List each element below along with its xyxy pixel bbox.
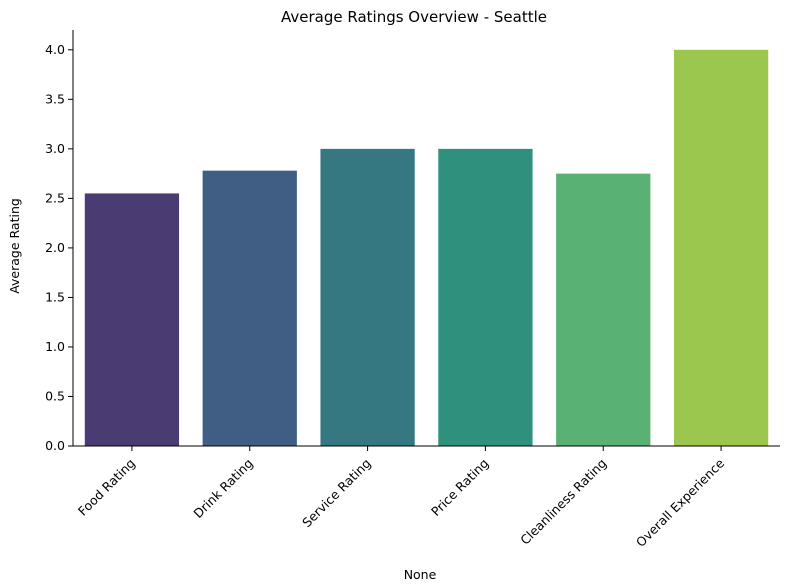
plot-area: 0.0 0.5 1.0 1.5 2.0 2.5 3.0 3.5 4.0 Food Rating D… — [45, 30, 780, 550]
y-tick-label: 4.0 — [45, 42, 65, 57]
x-axis: Food Rating Drink Rating Service Rating Pri… — [73, 445, 780, 550]
x-tick-label: Cleanliness Rating — [517, 456, 609, 548]
y-tick-label: 0.0 — [45, 438, 65, 453]
x-axis-label: None — [404, 567, 437, 582]
bar-price-rating — [438, 148, 533, 446]
x-tick-label: Drink Rating — [190, 456, 256, 522]
x-tick-label: Price Rating — [428, 456, 491, 519]
y-tick-label: 2.5 — [45, 190, 65, 205]
bar-food-rating — [84, 193, 180, 446]
bar-overall-experience — [673, 49, 769, 447]
x-tick-label: Overall Experience — [633, 455, 728, 550]
bar-drink-rating — [202, 170, 297, 446]
y-tick-label: 3.0 — [45, 141, 65, 156]
bars — [84, 49, 769, 447]
y-tick-label: 3.5 — [45, 91, 65, 106]
y-tick-label: 0.5 — [45, 388, 65, 403]
y-axis: 0.0 0.5 1.0 1.5 2.0 2.5 3.0 3.5 4.0 — [45, 30, 74, 453]
y-axis-label: Average Rating — [7, 198, 22, 294]
y-tick-label: 1.5 — [45, 289, 65, 304]
x-tick-label: Food Rating — [75, 456, 138, 519]
bar-service-rating — [320, 148, 415, 446]
bar-cleanliness-rating — [556, 173, 651, 446]
chart-title: Average Ratings Overview - Seattle — [281, 8, 547, 26]
x-tick-label: Service Rating — [299, 456, 374, 531]
y-tick-label: 2.0 — [45, 240, 65, 255]
y-tick-label: 1.0 — [45, 339, 65, 354]
